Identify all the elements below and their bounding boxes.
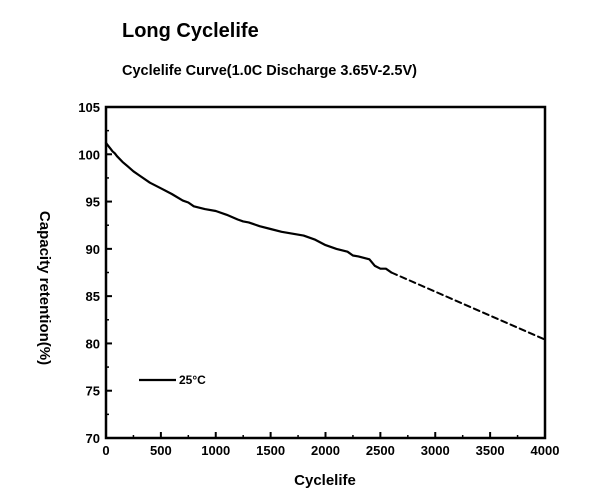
x-axis-title: Cyclelife (294, 472, 356, 489)
chart-title: Cyclelife Curve(1.0C Discharge 3.65V-2.5… (122, 63, 417, 79)
x-tick-label: 1000 (201, 443, 230, 458)
page-heading: Long Cyclelife (122, 20, 259, 42)
legend: 25°C (139, 373, 206, 387)
y-tick-label: 90 (86, 242, 100, 257)
x-tick-label: 1500 (256, 443, 285, 458)
y-tick-label: 70 (86, 431, 100, 446)
plot-frame (104, 105, 547, 440)
series-line-25c (104, 141, 393, 274)
x-tick-label: 2500 (366, 443, 395, 458)
y-tick-label: 80 (86, 336, 100, 351)
legend-label: 25°C (179, 373, 206, 387)
x-tick-label: 2000 (311, 443, 340, 458)
y-tick-label: 100 (78, 147, 100, 162)
series-group (104, 141, 546, 341)
y-axis-title: Capacity retention(%) (36, 211, 53, 365)
extrapolated-line (390, 271, 546, 341)
x-tick-label: 4000 (531, 443, 560, 458)
y-tick-label: 75 (86, 384, 100, 399)
x-tick-label: 0 (102, 443, 109, 458)
x-tick-label: 3000 (421, 443, 450, 458)
x-tick-label: 500 (150, 443, 172, 458)
y-tick-label: 105 (78, 100, 100, 115)
y-tick-label: 85 (86, 289, 100, 304)
axes-group (104, 105, 547, 440)
ticks-group: 0 500 1000 1500 2000 2500 3000 3500 4000 70 75 80 85… (78, 100, 559, 458)
x-tick-label: 3500 (476, 443, 505, 458)
y-tick-label: 95 (86, 195, 100, 210)
